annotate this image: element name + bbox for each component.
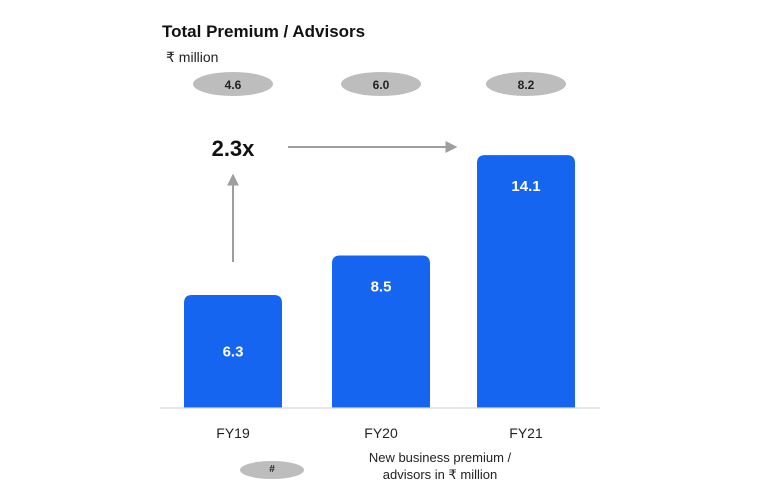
pill-fy19: [193, 72, 273, 96]
pill-fy21: [486, 72, 566, 96]
x-tick-label-fy19: FY19: [216, 425, 250, 441]
pill-label-fy19: 4.6: [225, 78, 242, 92]
pill-fy20: [341, 72, 421, 96]
bar-fy21: [477, 155, 575, 408]
chart-title: Total Premium / Advisors: [162, 22, 366, 41]
pill-label-fy20: 6.0: [373, 78, 390, 92]
x-tick-label-fy20: FY20: [364, 425, 398, 441]
bar-value-label-fy21: 14.1: [511, 178, 540, 195]
legend: # New business premium / advisors in ₹ m…: [240, 449, 560, 485]
legend-text-line2: advisors in ₹ million: [382, 467, 498, 482]
bar-fy19: [184, 294, 282, 408]
x-tick-label-fy21: FY21: [509, 425, 543, 441]
pill-label-fy21: 8.2: [518, 78, 535, 92]
bar-value-label-fy20: 8.5: [371, 279, 392, 296]
bar-value-label-fy19: 6.3: [223, 343, 244, 360]
legend-text: New business premium / advisors in ₹ mil…: [320, 449, 560, 483]
growth-annotation: 2.3x: [212, 136, 256, 161]
legend-marker: #: [240, 461, 304, 479]
bar-fy20: [332, 255, 430, 408]
chart-subtitle: ₹ million: [166, 49, 219, 65]
legend-text-line1: New business premium /: [368, 450, 512, 465]
